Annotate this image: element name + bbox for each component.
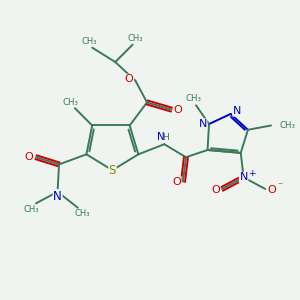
Text: N: N (157, 132, 165, 142)
Text: O: O (125, 74, 134, 84)
Text: O: O (211, 185, 220, 195)
Text: O: O (172, 177, 181, 187)
Text: CH₃: CH₃ (128, 34, 143, 43)
Text: +: + (248, 169, 255, 178)
Text: CH₃: CH₃ (280, 121, 296, 130)
Text: S: S (109, 164, 116, 177)
Text: CH₃: CH₃ (63, 98, 79, 107)
Text: CH₃: CH₃ (24, 205, 39, 214)
Text: CH₃: CH₃ (74, 209, 90, 218)
Text: ⁻: ⁻ (278, 181, 283, 191)
Text: N: N (199, 119, 207, 129)
Text: CH₃: CH₃ (185, 94, 201, 103)
Text: O: O (267, 185, 276, 195)
Text: CH₃: CH₃ (82, 37, 97, 46)
Text: N: N (53, 190, 62, 202)
Text: O: O (173, 105, 182, 115)
Text: O: O (24, 152, 33, 162)
Text: N: N (233, 106, 241, 116)
Text: N: N (239, 172, 248, 182)
Text: H: H (162, 133, 169, 142)
